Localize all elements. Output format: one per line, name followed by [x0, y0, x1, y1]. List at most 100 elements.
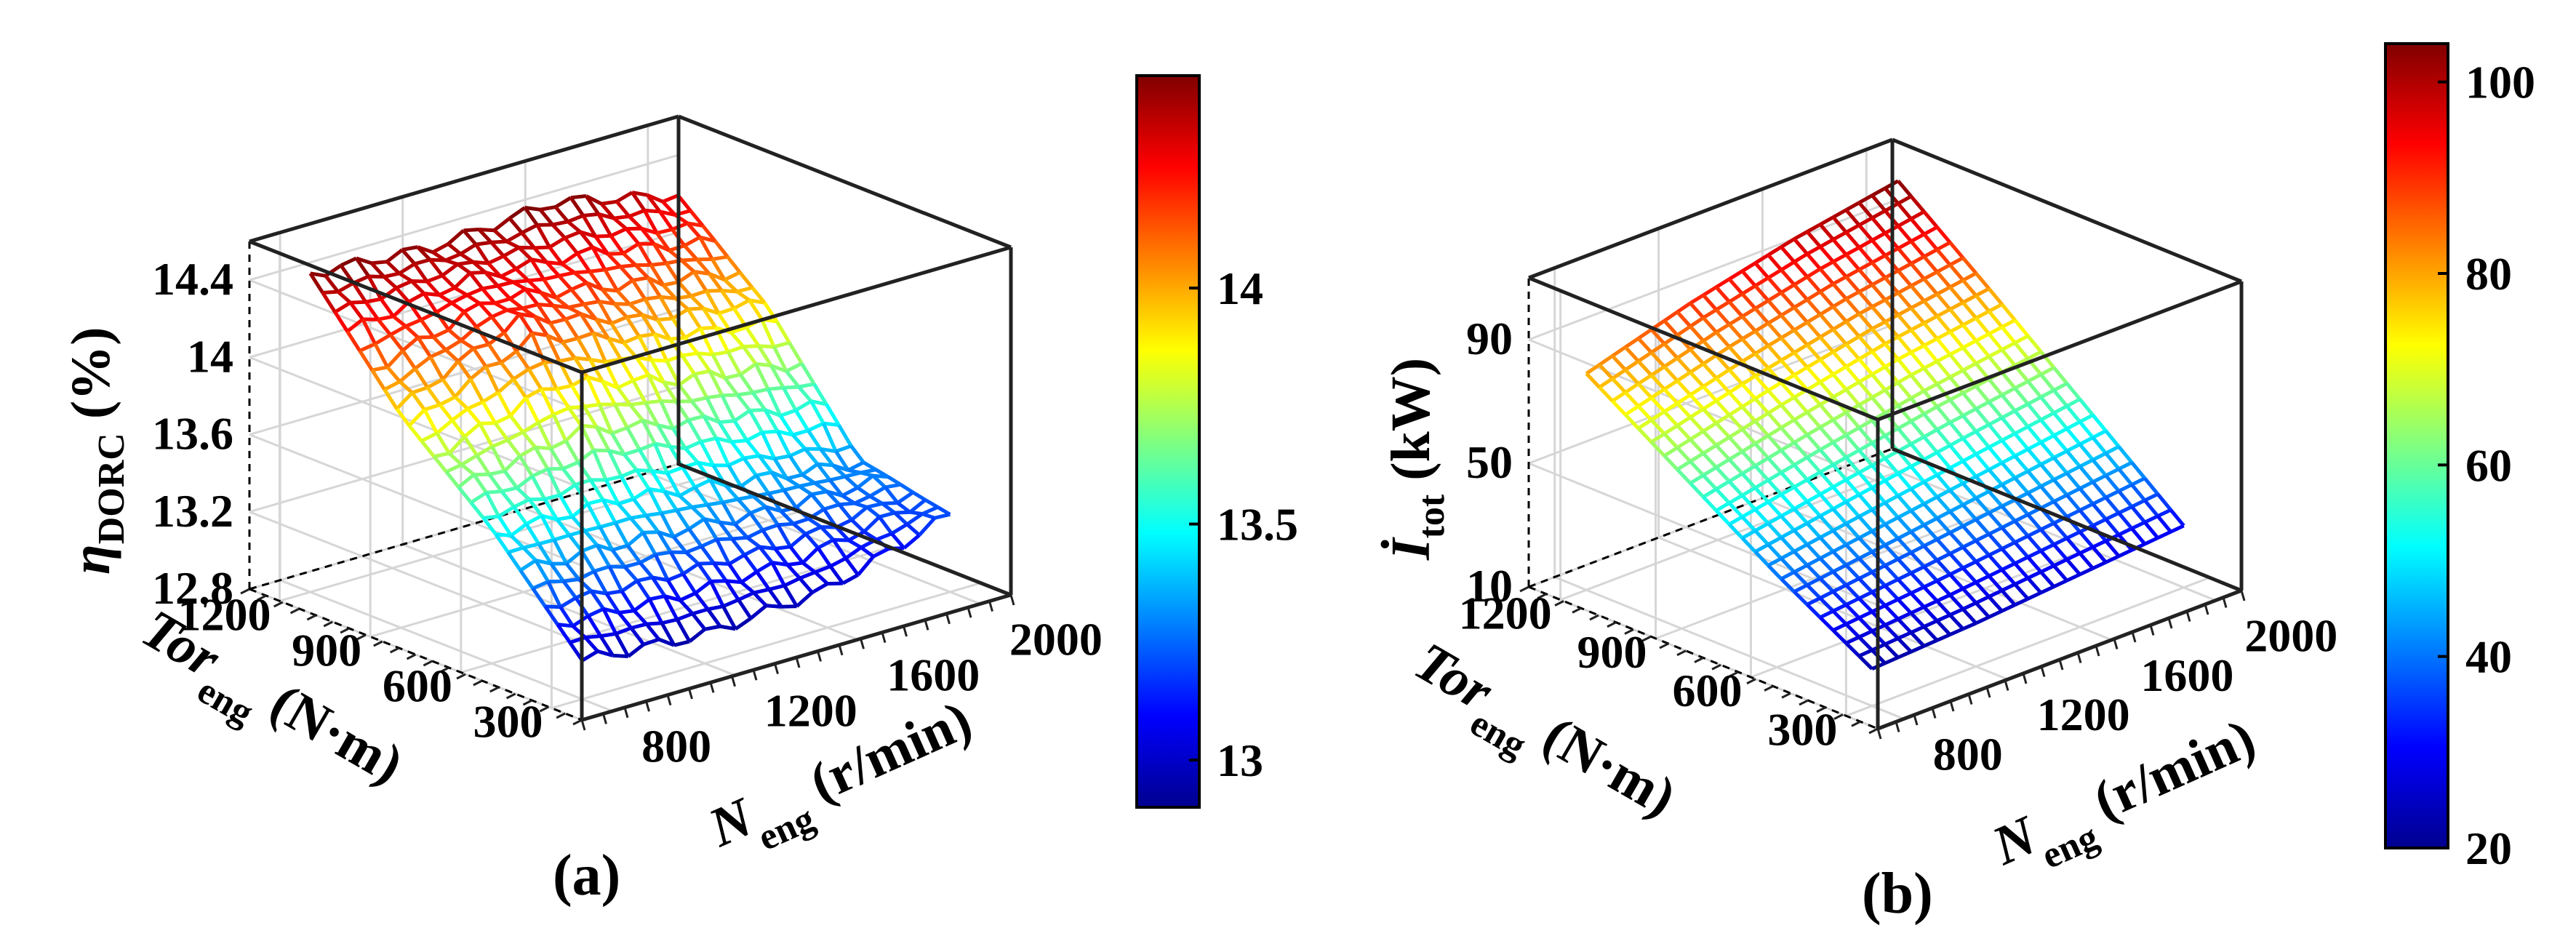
- surface-mesh-segment: [1780, 351, 1796, 362]
- surface-mesh-segment: [1987, 532, 2004, 551]
- surface-mesh-segment: [416, 245, 431, 261]
- surface-mesh-segment: [407, 408, 426, 427]
- surface-mesh-segment: [1793, 306, 1809, 324]
- surface-mesh-segment: [535, 224, 551, 249]
- surface-mesh-segment: [816, 463, 832, 481]
- surface-mesh-segment: [1818, 380, 1835, 399]
- surface-mesh-segment: [1987, 511, 2004, 529]
- surface-mesh-segment: [775, 321, 791, 344]
- surface-mesh-segment: [1637, 373, 1653, 385]
- surface-mesh-segment: [1975, 595, 1990, 605]
- surface-mesh-segment: [749, 408, 766, 413]
- surface-mesh-segment: [1897, 373, 1912, 385]
- box-edge: [249, 114, 679, 244]
- surface-mesh-segment: [1975, 332, 1991, 343]
- surface-mesh-segment: [1689, 302, 1705, 319]
- surface-mesh-segment: [1689, 348, 1705, 365]
- surface-mesh-segment: [884, 482, 901, 489]
- surface-mesh-segment: [610, 432, 626, 456]
- surface-mesh-segment: [2040, 543, 2055, 553]
- surface-mesh-segment: [1871, 373, 1887, 391]
- surface-mesh-segment: [548, 246, 564, 265]
- surface-mesh-segment: [444, 348, 460, 363]
- surface-mesh-segment: [1935, 225, 1952, 244]
- surface-mesh-segment: [817, 538, 835, 550]
- surface-mesh-segment: [821, 423, 838, 452]
- gridline-x-floor: [1761, 497, 2112, 641]
- surface-mesh-segment: [598, 404, 614, 434]
- surface-mesh-segment: [2065, 442, 2081, 453]
- axis-minor-tick: [1931, 708, 1937, 719]
- surface-mesh-segment: [1780, 536, 1796, 553]
- surface-mesh-segment: [1935, 383, 1952, 401]
- surface-mesh-segment: [460, 242, 477, 256]
- surface-mesh-segment: [546, 580, 562, 608]
- surface-mesh-segment: [1636, 359, 1653, 377]
- surface-mesh-segment: [512, 280, 527, 291]
- surface-mesh-segment: [515, 350, 531, 370]
- surface-mesh-segment: [633, 598, 651, 612]
- surface-mesh-segment: [576, 337, 592, 361]
- surface-mesh-segment: [881, 502, 896, 515]
- surface-mesh-segment: [537, 303, 553, 308]
- surface-mesh-segment: [1806, 380, 1822, 391]
- surface-mesh-segment: [613, 215, 630, 220]
- surface-mesh-segment: [1793, 260, 1809, 279]
- surface-mesh-segment: [1961, 437, 1977, 456]
- surface-mesh-segment: [1702, 294, 1718, 311]
- surface-mesh-segment: [697, 562, 713, 583]
- surface-mesh-segment: [1832, 410, 1847, 422]
- surface-mesh-segment: [1741, 329, 1756, 341]
- surface-mesh-segment: [737, 495, 754, 501]
- surface-mesh-segment: [2078, 509, 2095, 527]
- surface-mesh-segment: [620, 476, 636, 500]
- surface-mesh-segment: [519, 569, 535, 590]
- surface-mesh-segment: [2091, 481, 2108, 499]
- surface-mesh-segment: [721, 393, 738, 398]
- surface-mesh-segment: [500, 490, 516, 508]
- surface-mesh-segment: [2065, 572, 2081, 583]
- surface-mesh-segment: [704, 624, 721, 631]
- axis-minor-tick: [1799, 699, 1809, 706]
- surface-mesh-segment: [694, 592, 710, 611]
- surface-mesh-segment: [757, 345, 773, 367]
- surface-mesh-segment: [742, 457, 758, 477]
- surface-mesh-segment: [736, 497, 752, 515]
- surface-mesh-segment: [463, 422, 481, 439]
- surface-mesh-segment: [432, 328, 450, 339]
- surface-mesh-segment: [603, 268, 619, 292]
- surface-mesh-segment: [383, 271, 400, 279]
- surface-mesh-segment: [1896, 577, 1913, 595]
- surface-mesh-segment: [1741, 374, 1756, 386]
- surface-mesh-segment: [563, 577, 580, 583]
- surface-mesh-segment: [1896, 537, 1913, 554]
- surface-mesh-segment: [1649, 396, 1666, 413]
- surface-mesh-segment: [785, 563, 801, 580]
- surface-mesh-segment: [2014, 380, 2029, 390]
- surface-mesh-segment: [730, 537, 746, 556]
- surface-mesh-segment: [918, 516, 937, 537]
- surface-mesh-segment: [1780, 328, 1796, 340]
- surface-mesh-segment: [2117, 445, 2134, 464]
- surface-mesh-segment: [1740, 537, 1757, 553]
- surface-mesh-segment: [794, 409, 810, 432]
- surface-mesh-segment: [1780, 313, 1796, 332]
- surface-mesh-segment: [804, 532, 820, 549]
- surface-mesh-segment: [1806, 596, 1821, 607]
- surface-mesh-segment: [730, 325, 748, 335]
- surface-mesh-segment: [583, 212, 599, 217]
- surface-mesh-segment: [1832, 521, 1847, 532]
- surface-mesh-segment: [1793, 583, 1808, 593]
- surface-mesh-segment: [601, 608, 618, 635]
- surface-mesh-segment: [505, 239, 520, 249]
- surface-mesh-segment: [737, 599, 753, 620]
- surface-mesh-segment: [2052, 543, 2068, 561]
- surface-mesh-segment: [2014, 513, 2029, 523]
- surface-mesh-segment: [611, 548, 627, 568]
- surface-mesh-segment: [617, 378, 634, 390]
- surface-mesh-segment: [2040, 456, 2055, 466]
- surface-mesh-segment: [1689, 316, 1705, 328]
- surface-mesh-segment: [1844, 641, 1860, 657]
- surface-mesh-segment: [616, 386, 632, 406]
- surface-mesh-segment: [733, 298, 751, 311]
